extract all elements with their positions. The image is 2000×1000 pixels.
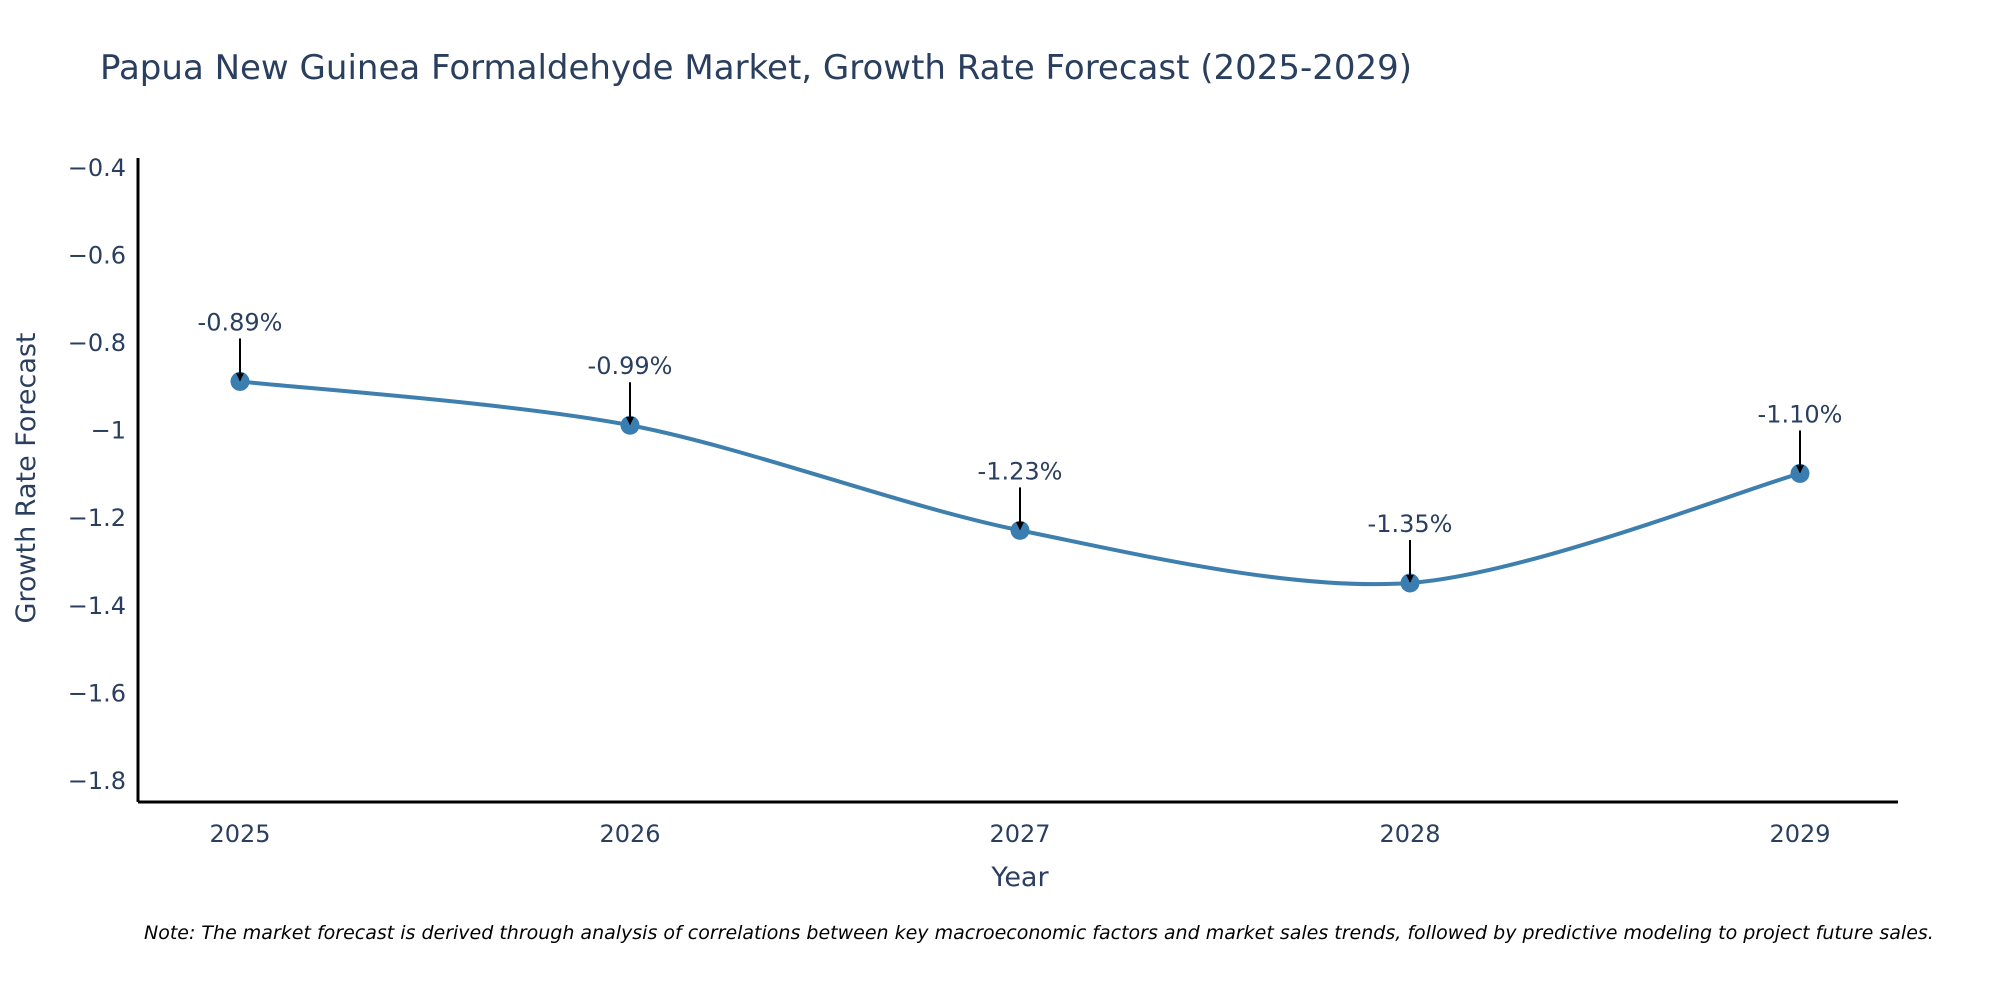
y-tick-label: −1.2	[68, 504, 126, 532]
data-point	[1400, 573, 1420, 593]
y-axis-title: Growth Rate Forecast	[11, 332, 42, 623]
series-group	[230, 371, 1810, 593]
data-label: -0.99%	[588, 352, 673, 380]
x-tick-label: 2026	[599, 820, 660, 848]
data-label: -1.10%	[1758, 400, 1843, 428]
y-tick-label: −0.4	[68, 154, 126, 182]
y-tick-label: −0.8	[68, 329, 126, 357]
x-axis-title: Year	[990, 862, 1049, 893]
data-label: -1.23%	[978, 457, 1063, 485]
data-labels-group: -0.89% -0.99% -1.23% -1.35% -1.10%	[198, 308, 1843, 583]
footnote: Note: The market forecast is derived thr…	[144, 922, 1934, 944]
x-tick-label: 2027	[989, 820, 1050, 848]
data-label: -0.89%	[198, 308, 283, 336]
y-tick-label: −1.4	[68, 592, 126, 620]
x-tick-label: 2028	[1379, 820, 1440, 848]
y-tick-label: −1.6	[68, 679, 126, 707]
data-label: -1.35%	[1368, 510, 1453, 538]
chart-title: Papua New Guinea Formaldehyde Market, Gr…	[100, 48, 1413, 88]
data-point	[230, 371, 250, 391]
x-tick-label: 2025	[209, 820, 270, 848]
y-tick-label: −1.8	[68, 767, 126, 795]
x-tick-label: 2029	[1769, 820, 1830, 848]
data-point	[620, 415, 640, 435]
y-tick-label: −1	[91, 417, 126, 445]
axes: −0.4 −0.6 −0.8 −1 −1.2 −1.4 −1.6 −1.8 2025 2026 20…	[68, 154, 1898, 848]
y-tick-label: −0.6	[68, 241, 126, 269]
data-point	[1010, 520, 1030, 540]
data-point	[1790, 463, 1810, 483]
